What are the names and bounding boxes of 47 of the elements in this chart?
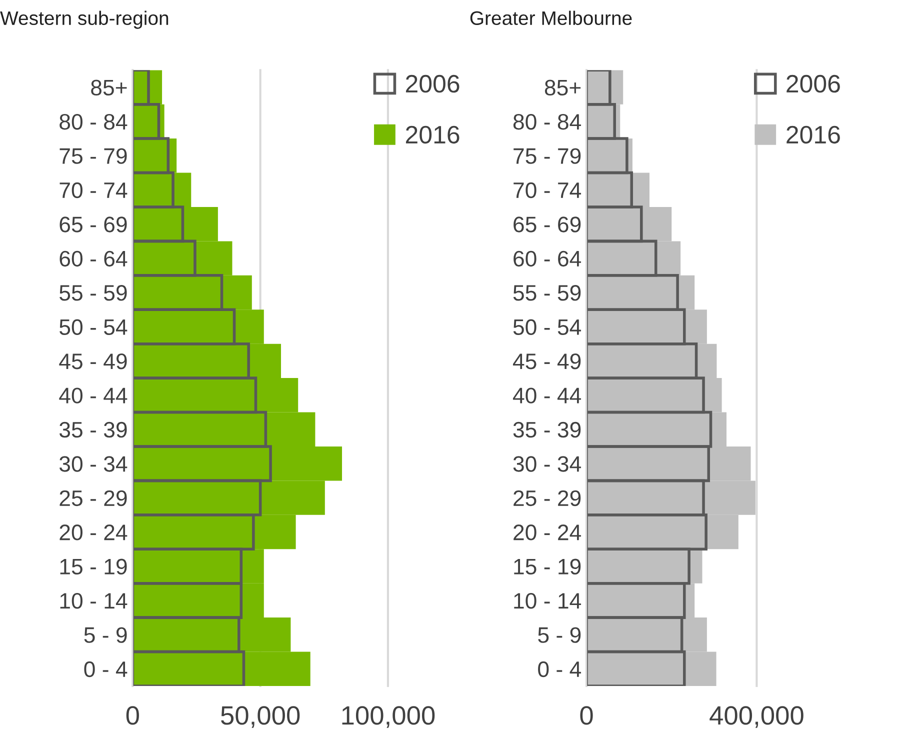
y-tick-label: 40 - 44 xyxy=(512,388,582,404)
y-tick-label: 65 - 69 xyxy=(514,216,581,232)
y-tick-label: 50 - 54 xyxy=(513,319,582,335)
y-tick-label: 30 - 34 xyxy=(59,456,128,472)
y-tick-label: 20 - 24 xyxy=(514,524,582,540)
y-tick-label: 15 - 19 xyxy=(60,558,127,574)
y-tick-label: 5 - 9 xyxy=(538,627,581,643)
y-tick-label: 65 - 69 xyxy=(60,216,127,232)
x-tick-label: 100,000 xyxy=(342,706,435,728)
y-tick-label: 75 - 79 xyxy=(514,148,581,164)
y-tick-label: 45 - 49 xyxy=(512,353,581,370)
y-tick-label: 25 - 29 xyxy=(514,490,581,506)
x-tick-label: 0 xyxy=(126,706,139,725)
y-tick-label: 85+ xyxy=(544,80,581,96)
y-tick-label: 10 - 14 xyxy=(60,592,128,609)
y-tick-label: 55 - 59 xyxy=(513,285,581,301)
y-tick-label: 60 - 64 xyxy=(514,250,582,267)
y-tick-label: 10 - 14 xyxy=(514,592,582,609)
y-tick-label: 55 - 59 xyxy=(60,285,127,301)
y-tick-label: 75 - 79 xyxy=(60,148,127,164)
y-tick-label: 80 - 84 xyxy=(513,114,582,130)
y-tick-label: 5 - 9 xyxy=(84,627,127,643)
y-tick-label: 70 - 74 xyxy=(60,182,128,198)
y-tick-label: 30 - 34 xyxy=(513,456,582,472)
y-tick-label: 45 - 49 xyxy=(59,353,127,370)
y-tick-label: 85+ xyxy=(91,80,127,96)
y-tick-label: 0 - 4 xyxy=(84,661,128,678)
x-tick-label: 0 xyxy=(580,706,593,725)
legend-label: 2006 xyxy=(786,74,840,93)
y-tick-label: 35 - 39 xyxy=(59,422,127,438)
y-tick-label: 50 - 54 xyxy=(60,319,128,335)
y-tick-label: 40 - 44 xyxy=(59,388,128,404)
y-tick-label: 35 - 39 xyxy=(513,422,581,438)
y-tick-label: 20 - 24 xyxy=(60,524,128,540)
chart-title: Greater Melbourne xyxy=(470,10,632,26)
x-tick-label: 50,000 xyxy=(221,706,300,728)
legend-label: 2006 xyxy=(406,74,460,93)
y-tick-label: 80 - 84 xyxy=(60,114,128,130)
y-tick-label: 25 - 29 xyxy=(60,490,127,506)
x-tick-label: 400,000 xyxy=(710,706,804,728)
chart-title: Western sub-region xyxy=(0,10,168,29)
y-tick-label: 0 - 4 xyxy=(538,661,582,678)
y-tick-label: 60 - 64 xyxy=(60,250,128,267)
legend-label: 2016 xyxy=(406,126,460,144)
y-tick-label: 70 - 74 xyxy=(514,182,582,198)
legend-label: 2016 xyxy=(786,126,840,144)
y-tick-label: 15 - 19 xyxy=(514,558,581,574)
